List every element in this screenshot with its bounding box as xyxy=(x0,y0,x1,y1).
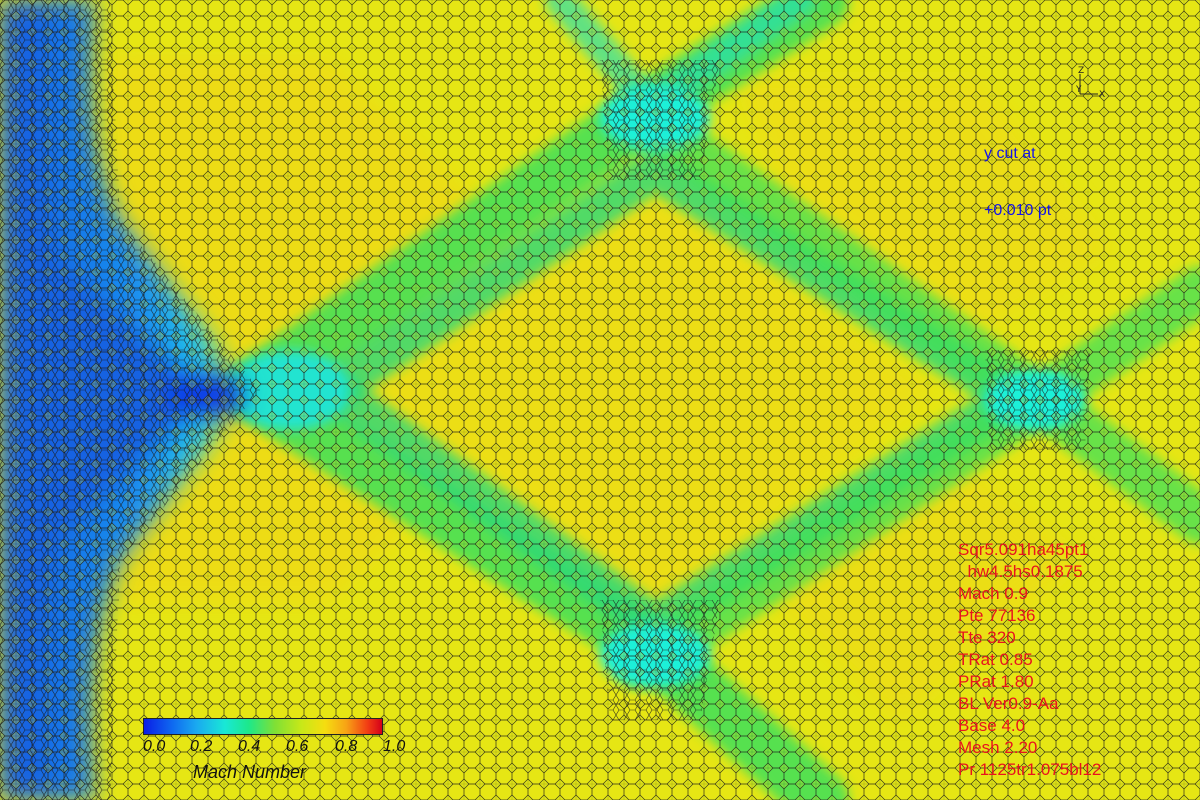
run-param-line: Base 4.0 xyxy=(958,716,1026,735)
legend-tick: 1.0 xyxy=(383,738,406,755)
run-param-line: Pr 1125tr1.075bl12 xyxy=(958,760,1102,779)
legend-tick: 0.6 xyxy=(286,738,309,755)
legend-color-bar xyxy=(143,718,383,735)
axis-triad-icon: Z Y X xyxy=(1075,66,1105,100)
legend-ticks: 0.0 0.2 0.4 0.6 0.8 1.0 xyxy=(143,738,406,760)
legend-tick: 0.0 xyxy=(143,738,166,755)
cut-plane-line-1: y cut at xyxy=(984,145,1036,162)
color-legend: 0.0 0.2 0.4 0.6 0.8 1.0 Mach Number xyxy=(143,718,406,788)
legend-tick: 0.2 xyxy=(190,738,213,755)
run-param-line: Tte 320 xyxy=(958,628,1016,647)
run-param-line: Mesh 2.20 xyxy=(958,738,1038,757)
legend-tick: 0.8 xyxy=(335,738,358,755)
run-param-line: Pte 77136 xyxy=(958,606,1036,625)
legend-title: Mach Number xyxy=(193,762,307,782)
run-param-line: hw4.5hs0.1875 xyxy=(958,562,1083,581)
axis-z-label: Z xyxy=(1078,66,1084,76)
run-param-line: BL Ver0.9-Aa xyxy=(958,694,1059,713)
run-param-line: PRat 1.80 xyxy=(958,672,1034,691)
axis-y-label: Y xyxy=(1075,85,1082,95)
cut-plane-label: y cut at +0.010 pt xyxy=(984,106,1051,239)
legend-tick: 0.4 xyxy=(238,738,261,755)
cut-plane-line-2: +0.010 pt xyxy=(984,202,1052,219)
run-param-line: Mach 0.9 xyxy=(958,584,1028,603)
run-param-line: Sqr5.091ha45pt1 xyxy=(958,540,1089,559)
run-parameters: Sqr5.091ha45pt1 hw4.5hs0.1875 Mach 0.9 P… xyxy=(958,539,1101,781)
run-param-line: TRat 0.85 xyxy=(958,650,1033,669)
axis-x-label: X xyxy=(1099,90,1105,100)
